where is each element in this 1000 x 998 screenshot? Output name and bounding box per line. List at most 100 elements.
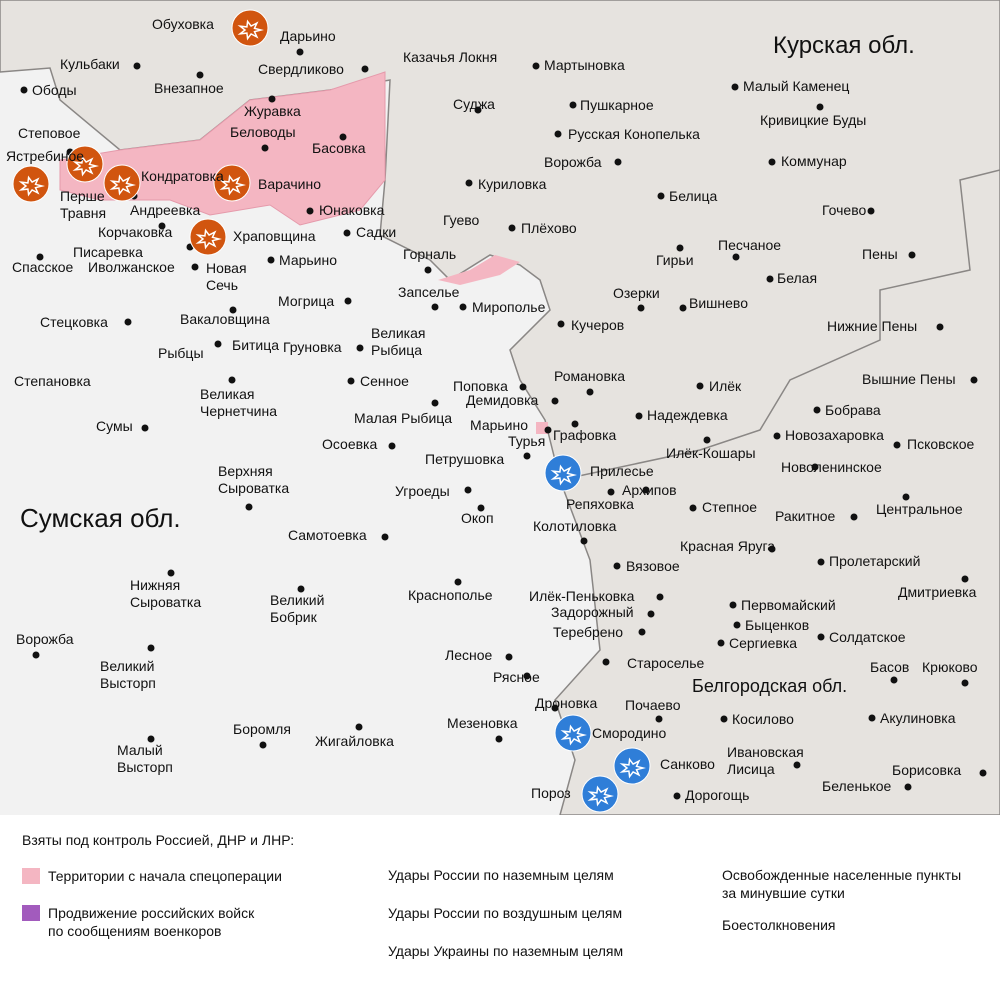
region-label: Курская обл. <box>773 32 915 59</box>
legend-swatch <box>22 868 40 884</box>
place-label: Санково <box>660 756 715 772</box>
region-label: Сумская обл. <box>20 503 181 533</box>
place-label: Варачино <box>258 176 322 192</box>
place-dot <box>259 741 267 749</box>
place-label: Колотиловка <box>533 518 617 534</box>
place-dot <box>614 158 622 166</box>
place-label: Свердликово <box>258 61 344 77</box>
occupied-area <box>438 255 520 285</box>
place-label: Верхняя Сыроватка <box>218 463 290 496</box>
place-dot <box>147 644 155 652</box>
legend-label: Продвижение российских войск по сообщени… <box>48 905 255 939</box>
place-label: Бобрава <box>825 402 881 418</box>
place-label: Первомайский <box>741 597 836 613</box>
place-label: Степановка <box>14 373 91 389</box>
place-dot <box>868 714 876 722</box>
place-dot <box>245 503 253 511</box>
place-dot <box>720 715 728 723</box>
place-label: Ракитное <box>775 508 836 524</box>
place-label: Великая Рыбица <box>371 325 426 358</box>
place-label: Обуховка <box>152 16 214 32</box>
place-label: Дмитриевка <box>898 584 977 600</box>
place-label: Басов <box>870 659 910 675</box>
russian-strike-icon-glyph <box>237 19 264 41</box>
place-dot <box>673 792 681 800</box>
place-dot <box>133 62 141 70</box>
place-dot <box>703 436 711 444</box>
place-dot <box>459 303 467 311</box>
place-dot <box>817 558 825 566</box>
russian-strike-icon <box>103 164 141 202</box>
place-label: Ворожба <box>16 631 74 647</box>
place-label: Ворожба <box>544 154 602 170</box>
russian-strike-icon-glyph <box>109 174 136 196</box>
place-label: Русская Конопелька <box>568 126 700 142</box>
place-dot <box>647 610 655 618</box>
place-label: Плёхово <box>521 220 577 236</box>
place-dot <box>554 130 562 138</box>
place-dot <box>679 304 687 312</box>
ukrainian-strike-icon <box>613 747 651 785</box>
place-label: Турья <box>508 433 546 449</box>
place-label: Малый Каменец <box>743 78 850 94</box>
russian-strike-icon-glyph <box>72 155 99 177</box>
place-dot <box>979 769 987 777</box>
place-label: Краснополье <box>408 587 493 603</box>
place-dot <box>676 244 684 252</box>
place-label: Белица <box>669 188 718 204</box>
place-dot <box>339 133 347 141</box>
place-dot <box>355 723 363 731</box>
place-label: Новоленинское <box>781 459 882 475</box>
place-dot <box>356 344 364 352</box>
place-label: Дарьино <box>280 28 336 44</box>
legend-title: Взяты под контроль Россией, ДНР и ЛНР: <box>22 832 295 848</box>
place-dot <box>904 783 912 791</box>
place-label: Вышние Пены <box>862 371 956 387</box>
place-dot <box>717 639 725 647</box>
place-label: Илёк-Пеньковка <box>529 588 635 604</box>
legend-label: Боестолкновения <box>722 917 836 933</box>
place-dot <box>557 320 565 328</box>
place-dot <box>571 420 579 428</box>
place-label: Запселье <box>398 284 460 300</box>
ukrainian-strike-icon <box>581 775 619 813</box>
place-label: Белая <box>777 270 818 286</box>
place-label: Илёк <box>709 378 742 394</box>
place-label: Писаревка <box>73 244 143 260</box>
place-dot <box>344 297 352 305</box>
place-label: Степное <box>702 499 758 515</box>
place-label: Юнаковка <box>319 202 385 218</box>
russian-strike-icon-glyph <box>18 175 45 197</box>
place-label: Беленькое <box>822 778 892 794</box>
legend-label: Освобожденные населенные пункты за минув… <box>722 867 962 901</box>
place-label: Демидовка <box>466 392 539 408</box>
place-label: Песчаное <box>718 237 782 253</box>
place-label: Самотоевка <box>288 527 367 543</box>
legend-label: Территории с начала спецоперации <box>48 868 282 884</box>
place-dot <box>642 486 650 494</box>
place-dot <box>551 397 559 405</box>
place-dot <box>424 266 432 274</box>
place-dot <box>580 537 588 545</box>
place-label: Мартыновка <box>544 57 625 73</box>
place-label: Надеждевка <box>647 407 728 423</box>
russian-strike-icon <box>231 9 269 47</box>
place-dot <box>474 106 482 114</box>
place-label: Великий Высторп <box>100 658 156 691</box>
place-label: Боромля <box>233 721 291 737</box>
ukrainian-strike-icon-glyph <box>587 785 614 807</box>
place-dot <box>495 735 503 743</box>
place-label: Новая Сечь <box>206 260 247 293</box>
place-label: Вишнево <box>689 295 748 311</box>
place-label: Косилово <box>732 711 794 727</box>
place-dot <box>811 463 819 471</box>
place-label: Псковское <box>907 436 975 452</box>
place-label: Кондратовка <box>141 168 224 184</box>
place-label: Пушкарное <box>580 97 654 113</box>
place-label: Сенное <box>360 373 409 389</box>
place-dot <box>613 562 621 570</box>
place-dot <box>296 48 304 56</box>
place-label: Журавка <box>244 103 301 119</box>
ukrainian-strike-icon <box>544 454 582 492</box>
